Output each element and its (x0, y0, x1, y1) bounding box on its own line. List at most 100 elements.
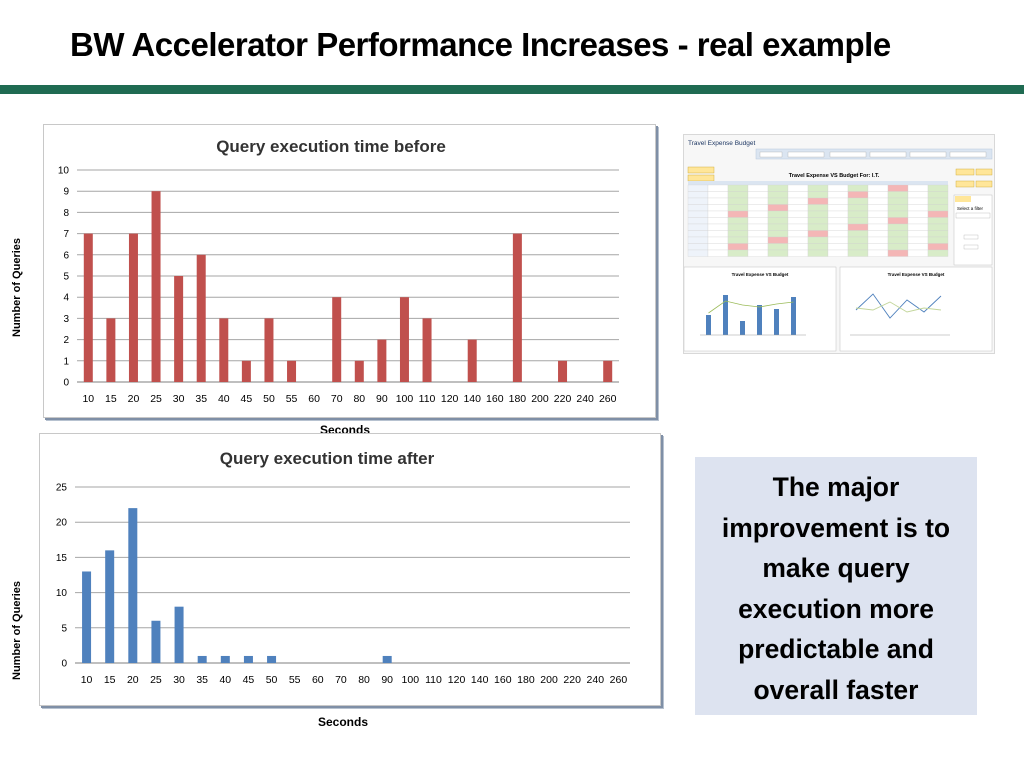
grid-cell (687, 230, 709, 238)
grid-cell (927, 223, 949, 231)
x-tick-label: 100 (396, 393, 414, 405)
x-tick-label: 260 (610, 674, 628, 686)
grid-cell (747, 249, 769, 257)
x-tick-label: 50 (263, 393, 275, 405)
bar (354, 360, 364, 382)
grid-cell (727, 204, 749, 212)
grid-cell (847, 217, 869, 225)
x-tick-label: 220 (563, 674, 581, 686)
y-tick-label: 5 (63, 272, 69, 283)
x-tick-label: 70 (331, 393, 343, 405)
mini-line-series (855, 301, 942, 313)
x-tick-label: 160 (494, 674, 512, 686)
grid-cell (927, 217, 949, 225)
x-tick-label: 80 (358, 674, 370, 686)
grid-cell (747, 236, 769, 244)
grid-cell (707, 204, 729, 212)
chart-title: Query execution time before (216, 137, 446, 156)
grid-cell (767, 204, 789, 212)
y-tick-label: 3 (63, 314, 69, 325)
app-screenshot-thumbnail: Travel Expense Budget Travel Expense VS … (683, 134, 995, 354)
chart-after-y-axis-label: Number of Queries (11, 580, 23, 680)
grid-cell (827, 243, 849, 251)
bar (558, 360, 568, 382)
grid-cell (707, 230, 729, 238)
bar (220, 655, 230, 663)
bar (174, 276, 184, 382)
grid-cell (747, 184, 769, 192)
x-tick-label: 15 (105, 393, 117, 405)
grid-cell (887, 204, 909, 212)
mini-bar (740, 321, 745, 335)
grid-cell (747, 217, 769, 225)
bar (83, 233, 93, 382)
grid-cell (827, 197, 849, 205)
grid-cell (927, 204, 949, 212)
grid-cell (847, 184, 869, 192)
x-tick-label: 200 (531, 393, 549, 405)
grid-cell (827, 191, 849, 199)
takeaway-line: make query (762, 553, 910, 583)
grid-cell (847, 197, 869, 205)
bar (174, 606, 184, 663)
grid-cell (707, 197, 729, 205)
grid-cell (687, 236, 709, 244)
y-tick-label: 1 (63, 356, 69, 367)
grid-cell (927, 243, 949, 251)
y-tick-label: 7 (63, 229, 69, 240)
bar (512, 233, 522, 382)
x-tick-label: 120 (441, 393, 459, 405)
grid-cell (767, 184, 789, 192)
key-takeaway-text: The major improvement is to make query e… (695, 467, 977, 710)
grid-cell (867, 210, 889, 218)
x-tick-label: 110 (425, 674, 442, 686)
chart-before: Query execution time before0123456789101… (58, 137, 619, 405)
bar (267, 655, 277, 663)
x-tick-label: 110 (419, 393, 436, 405)
bar (467, 339, 477, 382)
grid-cell (847, 230, 869, 238)
x-tick-label: 180 (509, 393, 527, 405)
grid-cell (887, 210, 909, 218)
grid-cell (787, 243, 809, 251)
x-tick-label: 90 (376, 393, 388, 405)
grid-cell (827, 223, 849, 231)
grid-cell (767, 249, 789, 257)
grid-cell (727, 210, 749, 218)
grid-cell (927, 184, 949, 192)
bar (422, 318, 432, 382)
x-tick-label: 10 (81, 674, 93, 686)
bar (377, 339, 387, 382)
x-tick-label: 45 (241, 393, 253, 405)
x-tick-label: 50 (266, 674, 278, 686)
mini-bar (706, 315, 711, 335)
x-tick-label: 160 (486, 393, 504, 405)
grid-cell (707, 210, 729, 218)
x-tick-label: 30 (173, 393, 185, 405)
bar (219, 318, 229, 382)
grid-cell (807, 223, 829, 231)
grid-cell (807, 191, 829, 199)
grid-cell (707, 217, 729, 225)
x-tick-label: 260 (599, 393, 617, 405)
grid-cell (867, 184, 889, 192)
grid-cell (787, 210, 809, 218)
bar (82, 571, 92, 663)
bar (151, 620, 161, 663)
grid-header (688, 181, 948, 185)
grid-cell (727, 223, 749, 231)
grid-cell (807, 230, 829, 238)
grid-cell (727, 236, 749, 244)
app-grid-title: Travel Expense VS Budget For: I.T. (789, 173, 880, 179)
bar (128, 508, 138, 663)
takeaway-line: overall faster (753, 674, 919, 705)
grid-cell (807, 197, 829, 205)
x-tick-label: 25 (150, 674, 162, 686)
grid-cell (787, 191, 809, 199)
grid-cell (827, 184, 849, 192)
grid-cell (847, 236, 869, 244)
x-tick-label: 15 (104, 674, 116, 686)
grid-cell (927, 236, 949, 244)
grid-cell (747, 230, 769, 238)
grid-cell (827, 204, 849, 212)
